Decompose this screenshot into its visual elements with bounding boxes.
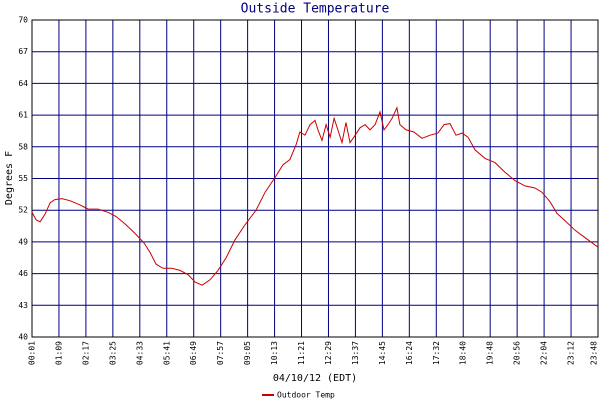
x-tick-label: 00:01 <box>28 341 37 365</box>
y-axis-label: Degrees F <box>4 151 15 205</box>
plot-frame <box>31 19 599 338</box>
y-tick-label: 67 <box>18 47 28 56</box>
x-tick-label: 05:41 <box>162 341 171 365</box>
x-tick-label: 04:33 <box>135 341 144 365</box>
x-tick-label: 20:56 <box>513 341 522 365</box>
x-tick-label: 01:09 <box>54 341 63 365</box>
x-tick-label: 06:49 <box>189 341 198 365</box>
x-tick-label: 02:17 <box>81 341 90 365</box>
x-tick-label: 13:37 <box>351 341 360 365</box>
x-tick-label: 03:25 <box>108 341 117 365</box>
x-axis-label: 04/10/12 (EDT) <box>273 373 357 384</box>
x-tick-label: 18:40 <box>459 341 468 365</box>
chart-title: Outside Temperature <box>241 2 390 17</box>
y-tick-label: 70 <box>18 16 28 25</box>
x-tick-label: 09:05 <box>243 341 252 365</box>
x-tick-label: 12:29 <box>324 341 333 365</box>
y-tick-label: 58 <box>18 142 28 151</box>
y-tick-label: 64 <box>18 79 28 88</box>
y-tick-label: 43 <box>18 301 28 310</box>
y-tick-label: 46 <box>18 269 28 278</box>
y-tick-label: 61 <box>18 111 28 120</box>
x-tick-label: 19:48 <box>486 341 495 365</box>
x-tick-label: 23:12 <box>567 341 576 365</box>
x-tick-label: 07:57 <box>216 341 225 365</box>
temperature-line <box>31 106 599 286</box>
y-tick-label: 52 <box>18 206 28 215</box>
x-tick-label: 11:21 <box>297 341 306 365</box>
x-tick-label: 17:32 <box>432 341 441 365</box>
y-tick-label: 40 <box>18 333 28 342</box>
x-tick-label: 10:13 <box>270 341 279 365</box>
x-tick-label: 22:04 <box>540 341 549 365</box>
y-tick-label: 49 <box>18 237 28 246</box>
x-tick-label: 16:24 <box>405 341 414 365</box>
y-tick-label: 55 <box>18 174 28 183</box>
x-tick-label: 23:48 <box>590 341 599 365</box>
x-tick-label: 14:45 <box>378 341 387 365</box>
legend-label: Outdoor Temp <box>277 391 335 400</box>
